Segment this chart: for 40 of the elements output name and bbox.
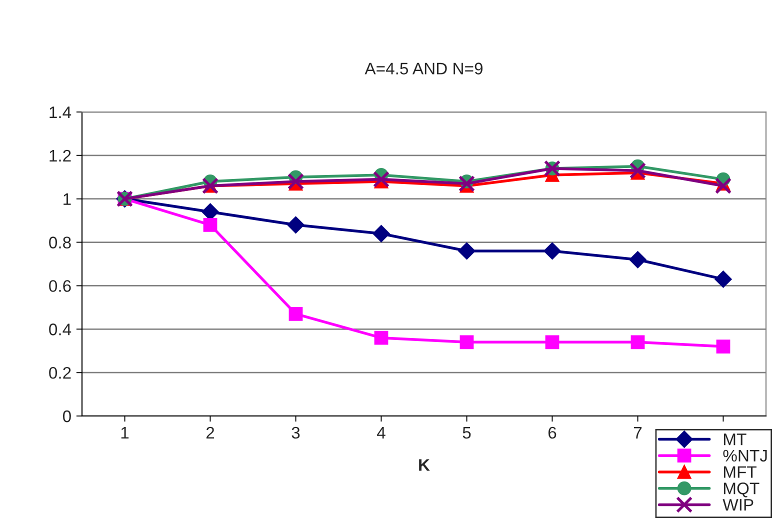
point bbox=[372, 170, 390, 188]
point bbox=[458, 175, 476, 192]
x-tick-label: 7 bbox=[634, 427, 642, 438]
y-tick-label: 0.8 bbox=[49, 236, 71, 248]
point bbox=[203, 218, 218, 232]
y-tick-label: 0.4 bbox=[49, 324, 72, 336]
x-tick-label: 5 bbox=[462, 427, 471, 439]
point bbox=[630, 335, 645, 350]
legend-label: MT bbox=[724, 434, 746, 446]
point bbox=[544, 242, 561, 260]
y-tick-label: 1 bbox=[64, 193, 71, 205]
x-axis-title: K bbox=[419, 459, 430, 471]
point bbox=[629, 251, 646, 268]
point bbox=[374, 330, 388, 345]
point bbox=[629, 162, 646, 179]
point bbox=[287, 216, 304, 234]
point bbox=[545, 335, 560, 350]
y-tick-label: 1.2 bbox=[50, 150, 71, 162]
point bbox=[460, 335, 474, 350]
point bbox=[287, 173, 304, 190]
x-tick-label: 4 bbox=[377, 427, 386, 438]
x-tick-label: 1 bbox=[121, 427, 129, 438]
point bbox=[714, 177, 732, 194]
legend-label: MQT bbox=[724, 482, 760, 498]
point bbox=[716, 340, 730, 354]
x-tick-label: 3 bbox=[292, 426, 300, 439]
point bbox=[372, 225, 390, 242]
y-tick-label: 1.4 bbox=[50, 106, 72, 118]
point bbox=[714, 270, 732, 288]
y-tick-label: 0.2 bbox=[49, 366, 71, 379]
point bbox=[288, 307, 303, 321]
legend-label: %NTJ bbox=[723, 450, 767, 462]
legend-label: MFT bbox=[724, 466, 756, 478]
point bbox=[458, 242, 476, 260]
x-tick-label: 2 bbox=[206, 426, 214, 438]
chart-title: A=4.5 AND N=9 bbox=[364, 62, 483, 74]
y-tick-label: 0 bbox=[62, 410, 71, 422]
x-tick-label: 6 bbox=[548, 426, 556, 439]
y-tick-label: 0.6 bbox=[49, 280, 71, 292]
legend-label: WIP bbox=[722, 499, 754, 511]
